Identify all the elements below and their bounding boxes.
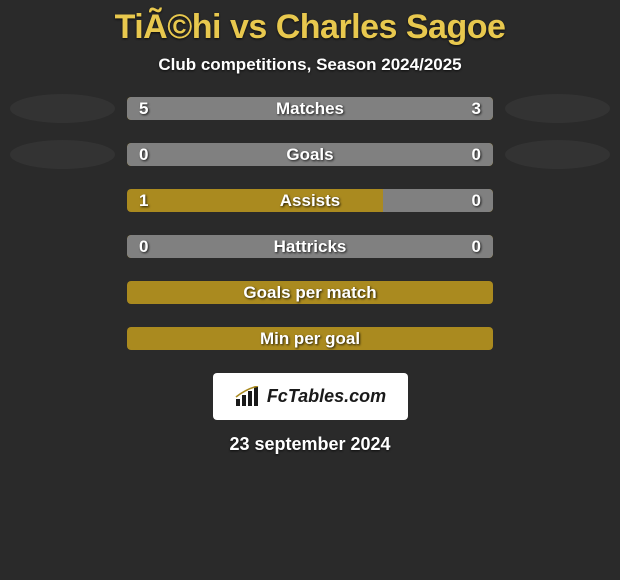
bar-fill-right xyxy=(310,143,493,166)
stats-container: 5 3 Matches 0 0 Goals 1 0 Assists 0 0 Hattricks Goal… xyxy=(0,97,620,350)
stat-value-right: 0 xyxy=(472,145,481,165)
stat-value-left: 0 xyxy=(139,145,148,165)
stat-row: Goals per match xyxy=(10,281,610,304)
comparison-title: TiÃ©hi vs Charles Sagoe xyxy=(0,0,620,47)
stat-label: Goals xyxy=(286,145,333,165)
stat-row: 1 0 Assists xyxy=(10,189,610,212)
player-right-oval xyxy=(505,94,610,123)
stat-bar: 0 0 Hattricks xyxy=(127,235,493,258)
bar-chart-icon xyxy=(234,386,262,408)
stat-value-right: 0 xyxy=(472,191,481,211)
comparison-subtitle: Club competitions, Season 2024/2025 xyxy=(0,55,620,75)
stat-value-left: 0 xyxy=(139,237,148,257)
stat-row: Min per goal xyxy=(10,327,610,350)
logo-text: FcTables.com xyxy=(267,386,386,407)
stat-bar: 0 0 Goals xyxy=(127,143,493,166)
stat-value-left: 1 xyxy=(139,191,148,211)
stat-value-right: 0 xyxy=(472,237,481,257)
stat-row: 0 0 Hattricks xyxy=(10,235,610,258)
stat-bar: 1 0 Assists xyxy=(127,189,493,212)
stat-value-left: 5 xyxy=(139,99,148,119)
player-right-oval xyxy=(505,140,610,169)
fctables-logo: FcTables.com xyxy=(213,373,408,420)
snapshot-date: 23 september 2024 xyxy=(0,434,620,455)
stat-value-right: 3 xyxy=(472,99,481,119)
stat-label: Hattricks xyxy=(274,237,347,257)
stat-row: 0 0 Goals xyxy=(10,143,610,166)
stat-label: Matches xyxy=(276,99,344,119)
player-left-oval xyxy=(10,94,115,123)
stat-label: Assists xyxy=(280,191,340,211)
stat-bar: Min per goal xyxy=(127,327,493,350)
player-left-oval xyxy=(10,140,115,169)
bar-fill-left xyxy=(127,143,310,166)
stat-label: Goals per match xyxy=(243,283,376,303)
stat-bar: Goals per match xyxy=(127,281,493,304)
stat-row: 5 3 Matches xyxy=(10,97,610,120)
stat-bar: 5 3 Matches xyxy=(127,97,493,120)
stat-label: Min per goal xyxy=(260,329,360,349)
